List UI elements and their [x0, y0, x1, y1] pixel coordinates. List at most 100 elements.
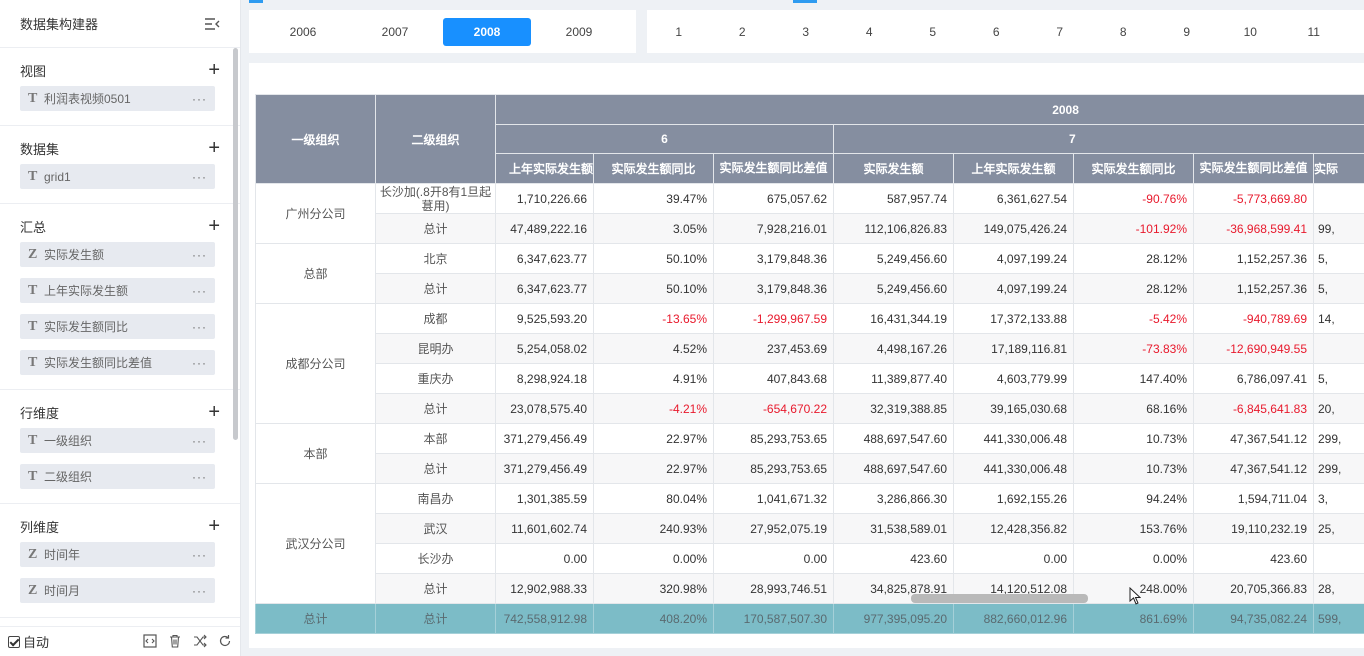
value-cell[interactable]: -4.21% — [593, 393, 714, 424]
value-cell[interactable]: 22.97% — [593, 423, 714, 454]
value-cell[interactable]: 320.98% — [593, 573, 714, 604]
field-item[interactable]: Z 时间月 ··· — [20, 578, 215, 603]
add-field-icon[interactable]: + — [208, 215, 220, 237]
year-tab-2008[interactable]: 2008 — [443, 17, 531, 46]
add-field-icon[interactable]: + — [208, 515, 220, 537]
value-cell[interactable]: 94.24% — [1073, 483, 1194, 514]
value-cell[interactable]: 4,603,779.99 — [953, 363, 1074, 394]
value-cell[interactable]: 170,587,507.30 — [713, 603, 834, 634]
value-cell[interactable]: 6,347,623.77 — [495, 273, 594, 304]
value-cell[interactable]: -654,670.22 — [713, 393, 834, 424]
value-cell[interactable]: 488,697,547.60 — [833, 453, 954, 484]
value-cell[interactable]: 28.12% — [1073, 243, 1194, 274]
value-cell[interactable]: 599, — [1312, 603, 1364, 634]
value-cell[interactable]: 31,538,589.01 — [833, 513, 954, 544]
value-cell[interactable]: 5,249,456.60 — [833, 243, 954, 274]
value-cell[interactable]: 8,298,924.18 — [495, 363, 594, 394]
value-cell[interactable]: 587,957.74 — [833, 183, 954, 214]
value-cell[interactable]: 50.10% — [593, 243, 714, 274]
value-cell[interactable]: 441,330,006.48 — [953, 453, 1074, 484]
auto-toggle[interactable]: 自动 — [8, 632, 49, 651]
value-cell[interactable]: 9,525,593.20 — [495, 303, 594, 334]
field-item[interactable]: T 实际发生额同比 ··· — [20, 314, 215, 339]
horizontal-scrollbar[interactable] — [911, 594, 1088, 603]
refresh-icon[interactable] — [217, 634, 232, 649]
more-icon[interactable]: ··· — [192, 355, 207, 370]
value-cell[interactable]: 423.60 — [833, 543, 954, 574]
value-cell[interactable]: 4.91% — [593, 363, 714, 394]
value-cell[interactable]: 6,786,097.41 — [1193, 363, 1314, 394]
field-item[interactable]: T 利润表视频0501 ··· — [20, 86, 215, 111]
month-tab-7[interactable]: 7 — [1056, 24, 1064, 39]
month-tab-2[interactable]: 2 — [738, 24, 746, 39]
value-cell[interactable]: 4,498,167.26 — [833, 333, 954, 364]
org-level2-cell[interactable]: 重庆办 — [375, 363, 496, 394]
month-tab-5[interactable]: 5 — [929, 24, 937, 39]
more-icon[interactable]: ··· — [192, 169, 207, 184]
value-cell[interactable]: 0.00 — [495, 543, 594, 574]
month-tab-8[interactable]: 8 — [1119, 24, 1127, 39]
org-level2-cell[interactable]: 本部 — [375, 423, 496, 454]
value-cell[interactable]: 25, — [1312, 513, 1364, 544]
value-cell[interactable]: 882,660,012.96 — [953, 603, 1074, 634]
value-cell[interactable]: -13.65% — [593, 303, 714, 334]
value-cell[interactable]: 47,367,541.12 — [1193, 453, 1314, 484]
value-cell[interactable]: 27,952,075.19 — [713, 513, 834, 544]
value-cell[interactable]: 3, — [1312, 483, 1364, 514]
org-level2-cell[interactable]: 总计 — [375, 273, 496, 304]
value-cell[interactable]: 20, — [1312, 393, 1364, 424]
value-cell[interactable]: 39,165,030.68 — [953, 393, 1074, 424]
value-cell[interactable]: 12,428,356.82 — [953, 513, 1074, 544]
value-cell[interactable]: 5,249,456.60 — [833, 273, 954, 304]
value-cell[interactable]: -5,773,669.80 — [1193, 183, 1314, 214]
value-cell[interactable]: 99, — [1312, 213, 1364, 244]
org-level2-cell[interactable]: 总计 — [375, 213, 496, 244]
year-tab-2009[interactable]: 2009 — [565, 24, 593, 39]
value-cell[interactable]: 153.76% — [1073, 513, 1194, 544]
value-cell[interactable]: 3,286,866.30 — [833, 483, 954, 514]
value-cell[interactable]: 977,395,095.20 — [833, 603, 954, 634]
value-cell[interactable]: 371,279,456.49 — [495, 423, 594, 454]
value-cell[interactable]: 112,106,826.83 — [833, 213, 954, 244]
value-cell[interactable]: 50.10% — [593, 273, 714, 304]
value-cell[interactable]: 408.20% — [593, 603, 714, 634]
value-cell[interactable]: 23,078,575.40 — [495, 393, 594, 424]
column-header[interactable]: 上年实际发生额 — [495, 153, 594, 184]
value-cell[interactable]: -73.83% — [1073, 333, 1194, 364]
value-cell[interactable]: -90.76% — [1073, 183, 1194, 214]
value-cell[interactable]: 47,367,541.12 — [1193, 423, 1314, 454]
sidebar-scrollbar[interactable] — [233, 48, 238, 440]
value-cell[interactable]: 147.40% — [1073, 363, 1194, 394]
value-cell[interactable]: 80.04% — [593, 483, 714, 514]
month-tab-6[interactable]: 6 — [992, 24, 1000, 39]
column-header[interactable]: 实际发生额同比差值 — [713, 153, 834, 184]
more-icon[interactable]: ··· — [192, 547, 207, 562]
value-cell[interactable]: 16,431,344.19 — [833, 303, 954, 334]
value-cell[interactable]: 3.05% — [593, 213, 714, 244]
value-cell[interactable]: 85,293,753.65 — [713, 423, 834, 454]
value-cell[interactable]: 1,710,226.66 — [495, 183, 594, 214]
field-item[interactable]: T 二级组织 ··· — [20, 464, 215, 489]
value-cell[interactable]: 441,330,006.48 — [953, 423, 1074, 454]
value-cell[interactable]: 1,152,257.36 — [1193, 243, 1314, 274]
year-tab-2007[interactable]: 2007 — [381, 24, 409, 39]
value-cell[interactable]: 10.73% — [1073, 423, 1194, 454]
value-cell[interactable]: -1,299,967.59 — [713, 303, 834, 334]
value-cell[interactable]: 47,489,222.16 — [495, 213, 594, 244]
value-cell[interactable]: 1,041,671.32 — [713, 483, 834, 514]
shuffle-icon[interactable] — [192, 634, 207, 649]
collapse-icon[interactable] — [204, 17, 220, 31]
value-cell[interactable]: 14, — [1312, 303, 1364, 334]
value-cell[interactable] — [1312, 543, 1364, 574]
value-cell[interactable]: 11,389,877.40 — [833, 363, 954, 394]
value-cell[interactable]: 28,993,746.51 — [713, 573, 834, 604]
org-level1-cell[interactable]: 武汉分公司 — [255, 483, 376, 604]
add-field-icon[interactable]: + — [208, 137, 220, 159]
column-header[interactable]: 实际发生额 — [833, 153, 954, 184]
value-cell[interactable]: 32,319,388.85 — [833, 393, 954, 424]
org-level1-cell[interactable]: 成都分公司 — [255, 303, 376, 424]
value-cell[interactable]: -6,845,641.83 — [1193, 393, 1314, 424]
field-item[interactable]: Z 时间年 ··· — [20, 542, 215, 567]
value-cell[interactable]: -36,968,599.41 — [1193, 213, 1314, 244]
value-cell[interactable]: -940,789.69 — [1193, 303, 1314, 334]
